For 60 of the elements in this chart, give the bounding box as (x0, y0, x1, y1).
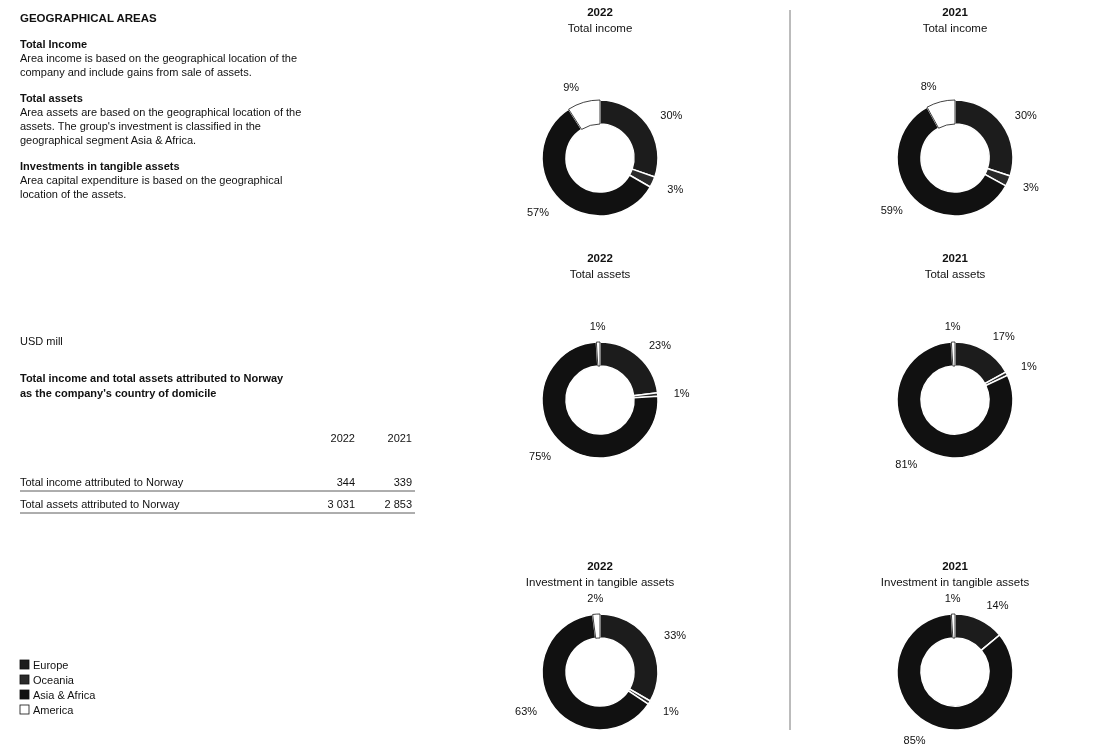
data-label: 57% (526, 205, 550, 218)
data-label: 23% (648, 338, 672, 351)
data-label: 2 853 (384, 498, 412, 510)
data-label: 3 031 (327, 498, 355, 510)
data-label: 1% (589, 320, 606, 333)
text: Area income is based on the geographical location of the company and include gains from sale of assets. (20, 52, 298, 78)
data-label: 75% (529, 449, 552, 462)
data-label: 1% (662, 705, 679, 718)
category-label: Total income attributed to Norway (20, 476, 184, 488)
text: GEOGRAPHICAL AREAS (20, 12, 158, 24)
data-label: 30% (1014, 108, 1038, 121)
legend-label: Asia & Africa (33, 689, 97, 701)
category-label: Total assets attributed to Norway (20, 498, 181, 510)
data-label: 33% (664, 629, 687, 641)
data-label: 3% (1022, 181, 1040, 194)
data-label: 63% (515, 705, 538, 718)
text: Investments in tangible assets (20, 160, 180, 172)
donut-slice (954, 341, 1007, 385)
chart-title: 2022 (587, 6, 613, 18)
data-label: 339 (393, 476, 412, 488)
data-label: 30% (660, 109, 683, 122)
chart-title: 2021 (942, 252, 969, 264)
chart-subtitle: Total assets (924, 268, 986, 280)
chart-title: 2022 (587, 252, 613, 264)
chart-title: 2021 (942, 6, 969, 18)
chart-subtitle: Total assets (569, 268, 631, 280)
data-label: 14% (986, 599, 1009, 612)
data-label: 9% (563, 81, 580, 93)
legend-label: America (33, 704, 75, 716)
chart-subtitle: Total income (567, 22, 633, 34)
text: Total Income (20, 38, 88, 50)
legend-label: Oceania (33, 674, 75, 686)
data-label: 1% (944, 320, 961, 333)
text: Area capital expenditure is based on the geographical location of the assets. (20, 174, 283, 200)
data-label: 1% (673, 387, 690, 400)
data-label: 3% (667, 182, 684, 195)
data-label: 1% (1020, 360, 1038, 373)
data-label: 8% (920, 80, 937, 93)
text: Area assets are based on the geographical location of the assets. The group's investment is classified in the geographical segment Asia & Africa. (20, 106, 302, 146)
donut-slice (896, 613, 1014, 731)
text: 2022 (330, 432, 355, 444)
data-label: 17% (992, 330, 1015, 343)
chart-subtitle: Investment in tangible assets (880, 576, 1030, 588)
data-label: 85% (903, 733, 926, 746)
data-label: 344 (336, 476, 355, 488)
data-label: 81% (895, 457, 918, 470)
data-label: 2% (587, 592, 604, 605)
chart-subtitle: Total income (922, 22, 988, 34)
donut-slice (896, 341, 1014, 459)
chart-title: 2022 (587, 560, 613, 572)
data-label: 59% (880, 204, 903, 217)
text: USD mill (20, 335, 63, 347)
text: 2021 (387, 432, 412, 444)
legend-label: Europe (33, 659, 69, 671)
chart-title: 2021 (942, 560, 969, 572)
chart-subtitle: Investment in tangible assets (525, 576, 675, 588)
data-label: 1% (944, 592, 961, 605)
text: Total assets (20, 92, 83, 104)
text: Total income and total assets attributed to Norway as the company's country of domicile (20, 372, 285, 399)
donut-slice (541, 613, 650, 731)
